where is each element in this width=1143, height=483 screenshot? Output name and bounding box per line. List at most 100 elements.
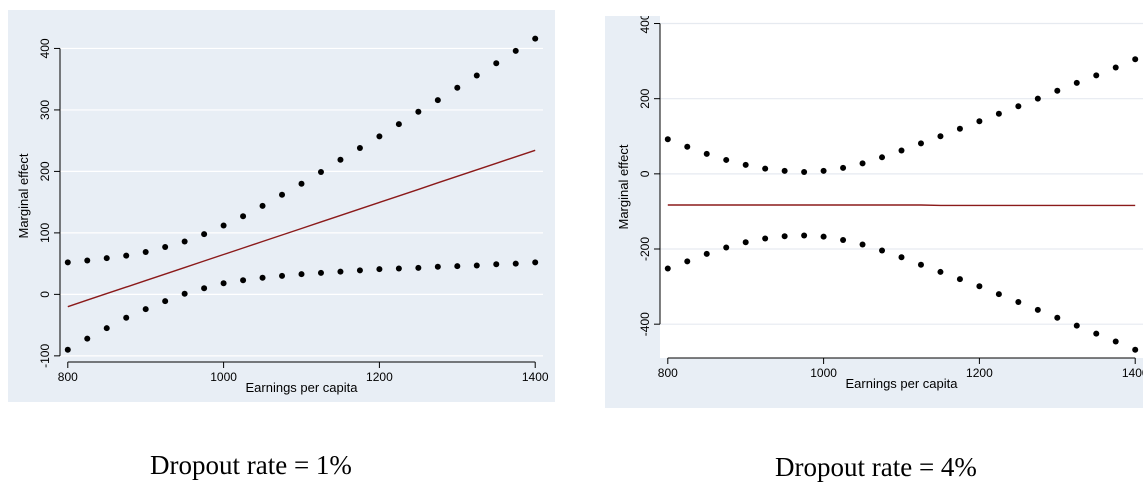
upper-ci-point bbox=[762, 165, 769, 172]
lower-ci-point bbox=[473, 262, 480, 269]
lower-ci-point bbox=[103, 325, 110, 332]
lower-ci-point bbox=[317, 269, 324, 276]
lower-ci-point bbox=[142, 306, 149, 313]
lower-ci-point bbox=[840, 236, 847, 243]
upper-ci-point bbox=[684, 143, 691, 150]
upper-ci-point bbox=[454, 84, 461, 91]
chart-panel-right: -400 -200 0 200 400 800 1000 1200 1400 Earnings p… bbox=[605, 16, 1143, 408]
lower-ci-point bbox=[259, 274, 266, 281]
caption-dropout-4: Dropout rate = 4% bbox=[775, 452, 977, 482]
x-tick-label: 1200 bbox=[366, 370, 393, 384]
upper-ci-point bbox=[395, 121, 402, 128]
lower-ci-point bbox=[201, 285, 208, 292]
upper-ci-point bbox=[162, 244, 169, 251]
lower-ci-point bbox=[337, 268, 344, 275]
upper-ci-point bbox=[703, 150, 710, 157]
lower-ci-point bbox=[1112, 338, 1119, 345]
x-axis-title: Earnings per capita bbox=[845, 376, 958, 391]
plot-area bbox=[660, 16, 1143, 358]
y-tick-label: 0 bbox=[38, 291, 52, 298]
upper-ci-point bbox=[123, 252, 130, 259]
upper-ci-point bbox=[220, 222, 227, 229]
upper-ci-point bbox=[840, 164, 847, 171]
x-tick-label: 1400 bbox=[1122, 366, 1143, 380]
upper-ci-point bbox=[493, 60, 500, 67]
lower-ci-point bbox=[356, 267, 363, 274]
lower-ci-point bbox=[415, 264, 422, 271]
upper-ci-point bbox=[1034, 95, 1041, 102]
lower-ci-point bbox=[64, 346, 71, 353]
x-tick-label: 1000 bbox=[810, 366, 837, 380]
lower-ci-point bbox=[703, 250, 710, 257]
lower-ci-point bbox=[859, 241, 866, 248]
marginal-effect-line bbox=[67, 149, 536, 308]
upper-ci-point bbox=[1112, 64, 1119, 71]
upper-ci-point bbox=[859, 160, 866, 167]
x-tick-label: 800 bbox=[658, 366, 678, 380]
x-axis-title: Earnings per capita bbox=[245, 380, 358, 395]
y-tick-label: 400 bbox=[638, 16, 652, 34]
upper-ci-point bbox=[664, 136, 671, 143]
lower-ci-point bbox=[220, 280, 227, 287]
upper-ci-point bbox=[995, 110, 1002, 117]
upper-ci-point bbox=[1015, 103, 1022, 110]
lower-ci-point bbox=[454, 263, 461, 270]
caption-dropout-1: Dropout rate = 1% bbox=[150, 450, 352, 480]
lower-ci-point bbox=[937, 268, 944, 275]
lower-ci-point bbox=[879, 247, 886, 254]
upper-ci-point bbox=[937, 133, 944, 140]
marginal-effect-chart-right: -400 -200 0 200 400 800 1000 1200 1400 Earnings p… bbox=[605, 16, 1143, 408]
marginal-effect-chart-left: -100 0 100 200 300 400 800 1000 1200 1400 Earnings… bbox=[8, 10, 555, 402]
upper-ci-point bbox=[142, 248, 149, 255]
lower-ci-point bbox=[84, 335, 91, 342]
upper-ci-point bbox=[376, 133, 383, 140]
lower-ci-point bbox=[493, 261, 500, 268]
lower-ci-point bbox=[995, 291, 1002, 298]
lower-ci-point bbox=[123, 314, 130, 321]
upper-ci-point bbox=[723, 156, 730, 163]
lower-ci-point bbox=[512, 260, 519, 267]
upper-ci-point bbox=[259, 202, 266, 209]
lower-ci-point bbox=[1093, 330, 1100, 337]
upper-ci-point bbox=[181, 238, 188, 245]
y-tick-label: 400 bbox=[38, 38, 52, 58]
upper-ci-point bbox=[976, 118, 983, 125]
lower-ci-point bbox=[684, 258, 691, 265]
lower-ci-point bbox=[1054, 314, 1061, 321]
lower-ci-point bbox=[532, 259, 539, 266]
upper-ci-point bbox=[879, 154, 886, 161]
lower-ci-point bbox=[898, 254, 905, 261]
lower-ci-point bbox=[1073, 322, 1080, 329]
upper-ci-point bbox=[356, 145, 363, 152]
upper-ci-point bbox=[103, 255, 110, 262]
upper-ci-point bbox=[898, 147, 905, 154]
lower-ci-point bbox=[162, 298, 169, 305]
lower-ci-point bbox=[395, 265, 402, 272]
chart-panel-left: -100 0 100 200 300 400 800 1000 1200 1400 Earnings… bbox=[8, 10, 555, 402]
lower-ci-point bbox=[976, 283, 983, 290]
plot-area bbox=[60, 30, 543, 362]
upper-ci-point bbox=[956, 125, 963, 132]
upper-ci-point bbox=[801, 168, 808, 175]
lower-ci-point bbox=[781, 233, 788, 240]
x-tick-label: 1400 bbox=[522, 370, 549, 384]
upper-ci-point bbox=[240, 213, 247, 220]
lower-ci-point bbox=[298, 271, 305, 278]
y-axis-title: Marginal effect bbox=[616, 144, 631, 229]
upper-ci-point bbox=[317, 169, 324, 176]
x-tick-label: 1000 bbox=[210, 370, 237, 384]
y-tick-label: -200 bbox=[638, 237, 652, 261]
y-tick-label: -100 bbox=[38, 344, 52, 368]
lower-ci-point bbox=[434, 263, 441, 270]
upper-ci-point bbox=[742, 161, 749, 168]
lower-ci-point bbox=[376, 266, 383, 273]
y-tick-label: 100 bbox=[38, 223, 52, 243]
upper-ci-point bbox=[201, 231, 208, 238]
upper-ci-point bbox=[337, 156, 344, 163]
y-tick-label: 0 bbox=[638, 170, 652, 177]
upper-ci-point bbox=[1132, 56, 1139, 63]
upper-ci-point bbox=[473, 72, 480, 79]
lower-ci-point bbox=[279, 272, 286, 279]
upper-ci-point bbox=[1073, 79, 1080, 86]
upper-ci-point bbox=[434, 97, 441, 104]
